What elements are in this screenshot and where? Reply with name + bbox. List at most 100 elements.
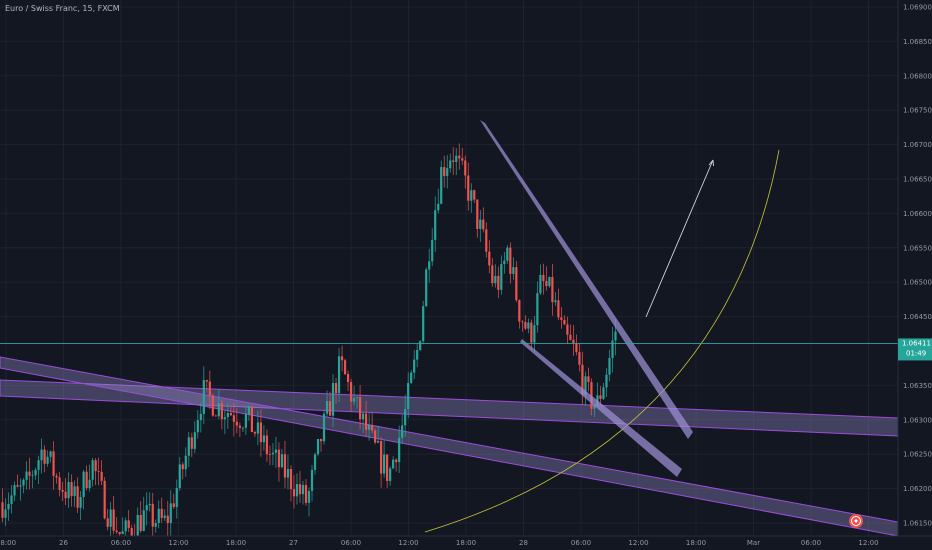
candle	[247, 405, 251, 421]
candle	[277, 442, 281, 482]
candle	[310, 464, 314, 502]
candle	[524, 315, 527, 331]
candle	[202, 366, 205, 425]
candle	[593, 404, 596, 418]
candle	[259, 409, 263, 457]
candle	[389, 466, 392, 486]
candle	[383, 440, 386, 478]
symbol-legend: Euro / Swiss Franc, 15, FXCM	[5, 4, 120, 13]
time-tick-label: 06:00	[111, 539, 131, 547]
candle	[181, 461, 184, 480]
time-tick-label: 12:00	[858, 539, 878, 547]
candle	[151, 492, 154, 541]
candle	[94, 458, 97, 486]
candle	[100, 460, 103, 486]
candle	[536, 281, 539, 333]
candle	[292, 475, 296, 509]
candle	[476, 199, 479, 238]
candle	[554, 292, 557, 306]
candle	[377, 426, 380, 444]
candle	[410, 369, 413, 384]
candle	[244, 406, 247, 436]
candle	[154, 519, 157, 533]
candle	[175, 479, 178, 519]
candle	[506, 245, 509, 264]
candle	[352, 385, 356, 406]
alert-icon[interactable]	[849, 514, 863, 528]
candle	[578, 343, 581, 372]
candle	[419, 340, 422, 352]
current-price-badge: 1.06411 01:49	[898, 338, 932, 361]
candle	[319, 438, 323, 452]
price-tick-label: 1.06300	[903, 416, 932, 424]
candle	[557, 288, 560, 321]
candle	[67, 472, 70, 508]
price-tick-label: 1.06700	[903, 141, 932, 149]
price-tick-label: 1.06600	[903, 210, 932, 218]
candle	[398, 425, 401, 474]
candle	[533, 316, 536, 352]
candle	[479, 210, 482, 242]
candle	[85, 465, 88, 491]
candle	[283, 440, 287, 489]
candle	[262, 425, 266, 451]
candle	[4, 498, 7, 526]
candle	[19, 478, 22, 501]
wedge-lower-band[interactable]	[520, 339, 682, 477]
candle	[1, 488, 4, 523]
candle	[437, 188, 440, 214]
candle	[488, 240, 491, 274]
candle	[413, 349, 416, 380]
candle	[58, 471, 61, 497]
candle	[280, 448, 284, 469]
candle	[268, 445, 272, 466]
candle	[422, 300, 425, 345]
candle	[16, 474, 19, 488]
price-tick-label: 1.06250	[903, 451, 932, 459]
candle	[455, 148, 458, 176]
candle	[211, 393, 214, 417]
wedge-upper-band[interactable]	[480, 120, 693, 439]
candle	[79, 491, 82, 520]
candle	[91, 457, 94, 487]
candle	[136, 507, 139, 539]
candle	[331, 374, 335, 428]
time-tick-label: 12:00	[398, 539, 418, 547]
candle	[449, 153, 452, 173]
candle	[301, 480, 305, 505]
time-tick-label: 12:00	[168, 539, 188, 547]
candle	[160, 497, 163, 524]
falling-wedge-drawing[interactable]	[480, 120, 693, 477]
candle	[196, 410, 199, 439]
price-axis[interactable]: 1.06900 1.06850 1.06800 1.06750 1.06700 1.066…	[897, 0, 932, 536]
time-axis[interactable]: 18:00 26 06:00 12:00 18:00 27 06:00 12:00 18:00 2…	[0, 535, 932, 550]
candle	[482, 207, 485, 233]
time-tick-label: Mar	[747, 539, 760, 547]
candle	[328, 391, 332, 416]
price-tick-label: 1.06550	[903, 244, 932, 252]
candle	[563, 315, 566, 325]
time-tick-label: 18:00	[456, 539, 476, 547]
candle	[25, 461, 28, 490]
candle	[265, 429, 269, 462]
price-tick-label: 1.06450	[903, 313, 932, 321]
candle	[572, 325, 575, 356]
time-tick-label: 28	[519, 539, 528, 547]
candle	[512, 257, 515, 280]
candle	[491, 257, 494, 287]
time-tick-label: 06:00	[341, 539, 361, 547]
candle	[548, 276, 551, 288]
candle	[76, 477, 79, 514]
candle	[401, 414, 404, 444]
candle	[289, 465, 293, 502]
candle	[380, 437, 383, 488]
candle	[605, 368, 608, 398]
candle	[425, 267, 428, 307]
projection-arrow[interactable]	[645, 159, 714, 318]
candle	[316, 438, 320, 457]
candle	[256, 410, 260, 446]
candle	[112, 496, 115, 535]
candle	[527, 318, 530, 334]
candle	[307, 487, 311, 517]
